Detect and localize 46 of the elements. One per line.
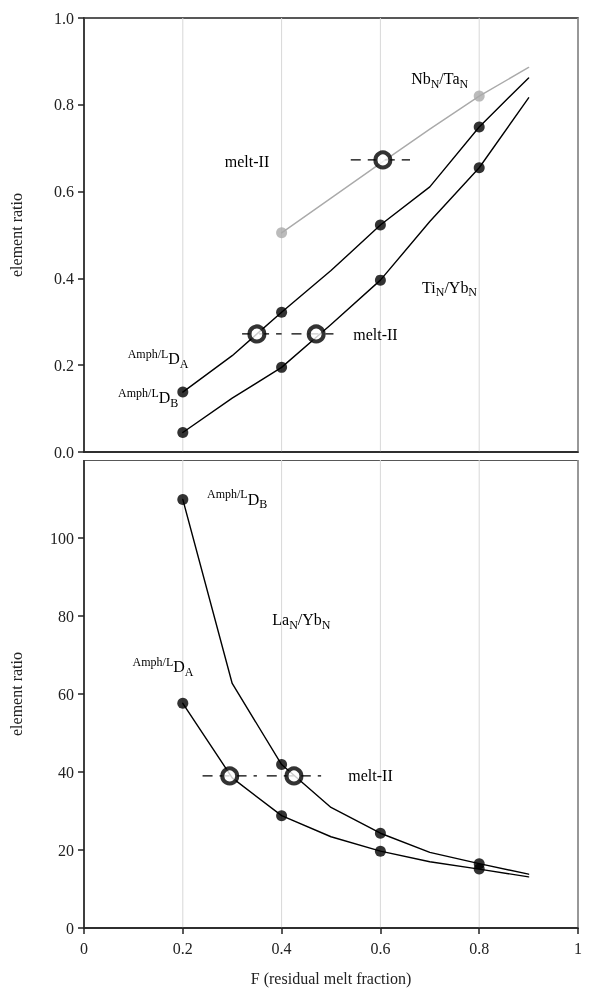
annotation: melt-II: [348, 767, 393, 785]
point: [373, 150, 393, 170]
y-tick-label: 80: [58, 607, 74, 625]
point: [306, 324, 326, 344]
y-tick-label: 0: [66, 919, 74, 937]
point: [276, 810, 288, 822]
point: [177, 386, 189, 398]
point: [247, 324, 267, 344]
point: [374, 219, 386, 231]
y-tick-label: 0.4: [54, 269, 74, 287]
x-axis-title: F (residual melt fraction): [250, 969, 412, 988]
point: [374, 274, 386, 286]
y-tick-label: 20: [58, 841, 74, 859]
y-axis-title: element ratio: [7, 193, 25, 277]
point: [276, 759, 288, 771]
x-tick-label: 0.2: [172, 939, 193, 957]
y-tick-label: 1.0: [54, 9, 74, 27]
y-axis-title: element ratio: [7, 652, 25, 736]
annotation: melt-II: [224, 152, 270, 170]
point: [473, 121, 485, 133]
x-tick-label: 1: [574, 939, 582, 957]
point: [276, 306, 288, 318]
x-tick-label: 0.8: [469, 939, 490, 957]
point: [177, 493, 189, 505]
point: [473, 90, 485, 102]
point: [177, 426, 189, 438]
point: [276, 361, 288, 373]
x-tick-label: 0.4: [271, 939, 292, 957]
y-tick-label: 0.0: [54, 443, 74, 461]
x-tick-label: 0: [80, 939, 88, 957]
y-tick-label: 0.6: [54, 183, 74, 201]
point: [276, 227, 288, 239]
y-tick-label: 100: [50, 529, 74, 547]
point: [177, 697, 189, 709]
point: [473, 863, 485, 875]
y-tick-label: 40: [58, 763, 74, 781]
point: [220, 766, 240, 786]
annotation: melt-II: [353, 326, 398, 344]
point: [374, 827, 386, 839]
point: [374, 845, 386, 857]
x-tick-label: 0.6: [370, 939, 391, 957]
y-tick-label: 60: [58, 685, 74, 703]
y-tick-label: 0.8: [54, 96, 74, 114]
point: [284, 766, 304, 786]
y-tick-label: 0.2: [54, 356, 74, 374]
point: [473, 162, 485, 174]
